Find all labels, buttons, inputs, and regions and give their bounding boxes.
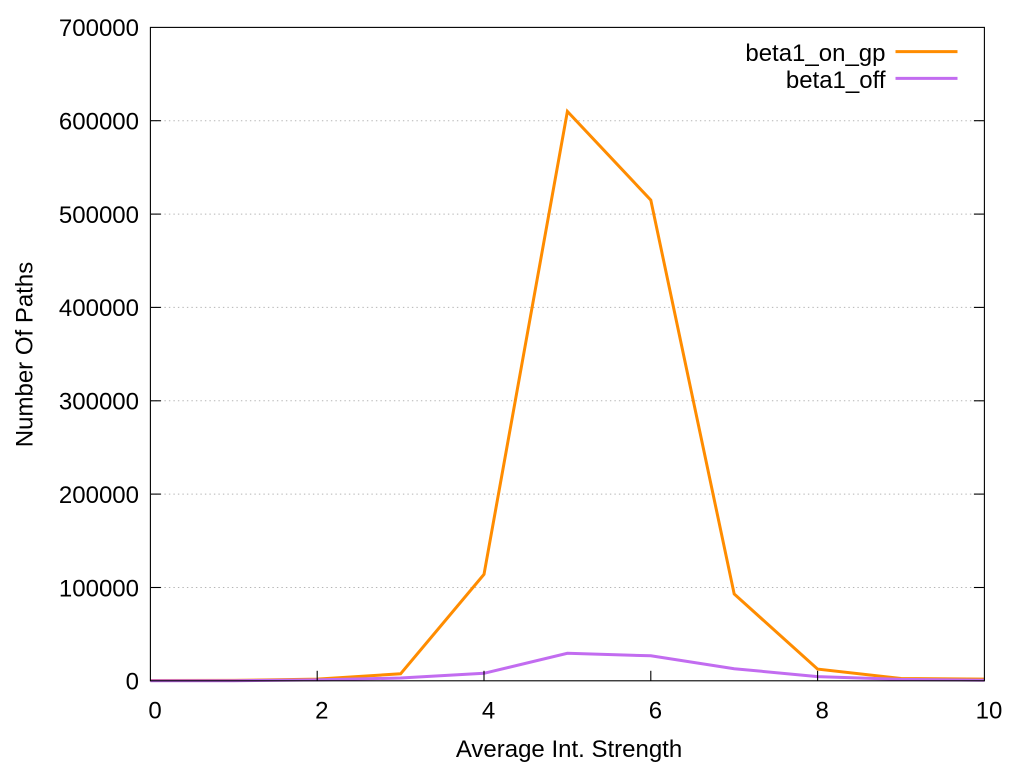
svg-text:beta1_on_gp: beta1_on_gp	[745, 40, 885, 67]
svg-text:200000: 200000	[59, 482, 139, 509]
svg-text:500000: 500000	[59, 202, 139, 229]
svg-text:100000: 100000	[59, 575, 139, 602]
svg-text:400000: 400000	[59, 295, 139, 322]
svg-text:300000: 300000	[59, 389, 139, 416]
svg-text:700000: 700000	[59, 15, 139, 42]
svg-text:0: 0	[126, 669, 139, 696]
svg-text:beta1_off: beta1_off	[786, 67, 886, 94]
svg-text:Number Of Paths: Number Of Paths	[12, 262, 39, 447]
svg-text:6: 6	[649, 698, 662, 725]
svg-text:Average Int. Strength: Average Int. Strength	[456, 736, 682, 763]
svg-text:2: 2	[315, 698, 328, 725]
svg-text:4: 4	[482, 698, 495, 725]
svg-text:600000: 600000	[59, 109, 139, 136]
svg-text:10: 10	[976, 698, 1003, 725]
svg-text:0: 0	[148, 698, 161, 725]
svg-text:8: 8	[816, 698, 829, 725]
